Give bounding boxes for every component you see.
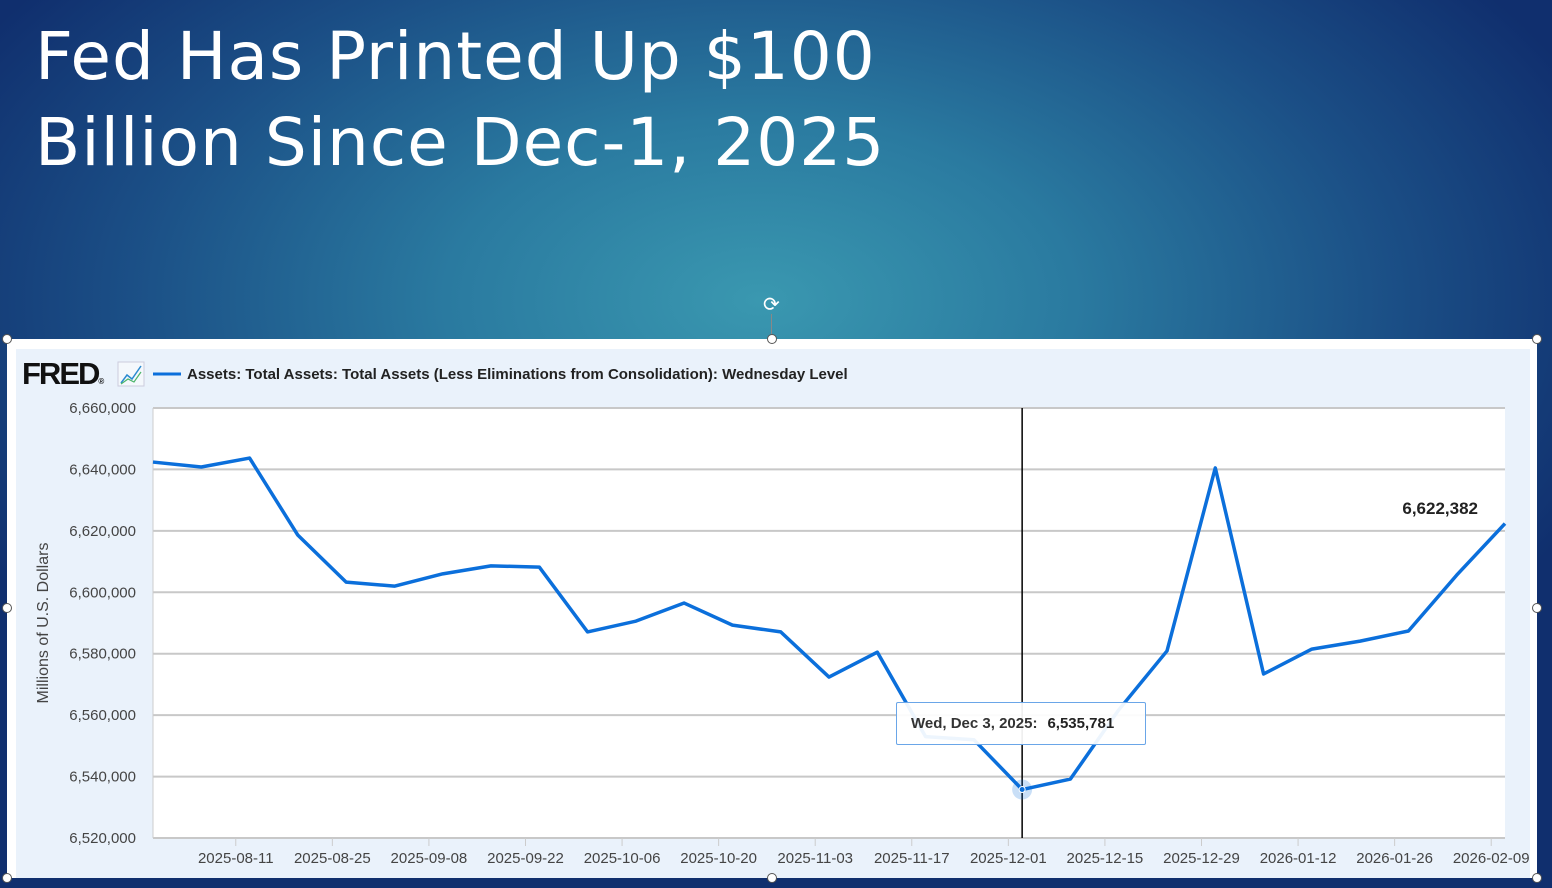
y-tick-label: 6,660,000 (69, 400, 136, 417)
x-tick-label: 2025-08-11 (198, 850, 274, 867)
x-tick-label: 2025-08-25 (294, 850, 371, 867)
rotate-handle-icon[interactable]: ⟳ (763, 294, 780, 316)
fred-logo: FRED® (22, 356, 105, 391)
x-tick-label: 2025-12-15 (1067, 850, 1144, 867)
tooltip-date: Wed, Dec 3, 2025: (911, 715, 1038, 732)
resize-handle[interactable] (1532, 603, 1542, 613)
resize-handle[interactable] (767, 873, 777, 883)
x-tick-label: 2025-12-29 (1163, 850, 1240, 867)
y-tick-label: 6,600,000 (69, 584, 136, 601)
slide-title: Fed Has Printed Up $100 Billion Since De… (35, 14, 885, 186)
y-tick-label: 6,520,000 (69, 830, 136, 847)
resize-handle[interactable] (1532, 334, 1542, 344)
resize-handle[interactable] (1532, 873, 1542, 883)
plot-area (153, 408, 1505, 838)
slide-title-line: Billion Since Dec-1, 2025 (35, 104, 886, 181)
hover-point (1018, 786, 1026, 794)
tooltip: Wed, Dec 3, 2025: 6,535,781 (896, 702, 1146, 745)
x-tick-label: 2025-10-06 (584, 850, 661, 867)
x-tick-label: 2026-01-12 (1260, 850, 1337, 867)
legend-label: Assets: Total Assets: Total Assets (Less… (187, 366, 848, 383)
last-value-label: 6,622,382 (1402, 499, 1478, 518)
resize-handle[interactable] (2, 873, 12, 883)
resize-handle[interactable] (2, 603, 12, 613)
x-tick-label: 2025-12-01 (970, 850, 1047, 867)
y-tick-label: 6,640,000 (69, 461, 136, 478)
chart-icon-line (120, 365, 142, 384)
y-tick-label: 6,580,000 (69, 646, 136, 663)
x-tick-label: 2025-11-03 (777, 850, 853, 867)
y-axis-label: Millions of U.S. Dollars (35, 543, 52, 704)
chart-icon-line (120, 371, 142, 385)
x-tick-label: 2026-02-09 (1453, 850, 1530, 867)
x-tick-label: 2025-10-20 (680, 850, 757, 867)
y-tick-label: 6,620,000 (69, 523, 136, 540)
resize-handle[interactable] (2, 334, 12, 344)
y-tick-label: 6,560,000 (69, 707, 136, 724)
y-tick-label: 6,540,000 (69, 769, 136, 786)
x-tick-label: 2025-09-08 (391, 850, 468, 867)
x-tick-label: 2025-11-17 (874, 850, 950, 867)
slide-title-line: Fed Has Printed Up $100 (35, 18, 876, 95)
resize-handle[interactable] (767, 334, 777, 344)
x-tick-label: 2026-01-26 (1356, 850, 1433, 867)
x-tick-label: 2025-09-22 (487, 850, 564, 867)
tooltip-value: 6,535,781 (1047, 715, 1115, 732)
rotate-handle-stem (771, 314, 772, 338)
